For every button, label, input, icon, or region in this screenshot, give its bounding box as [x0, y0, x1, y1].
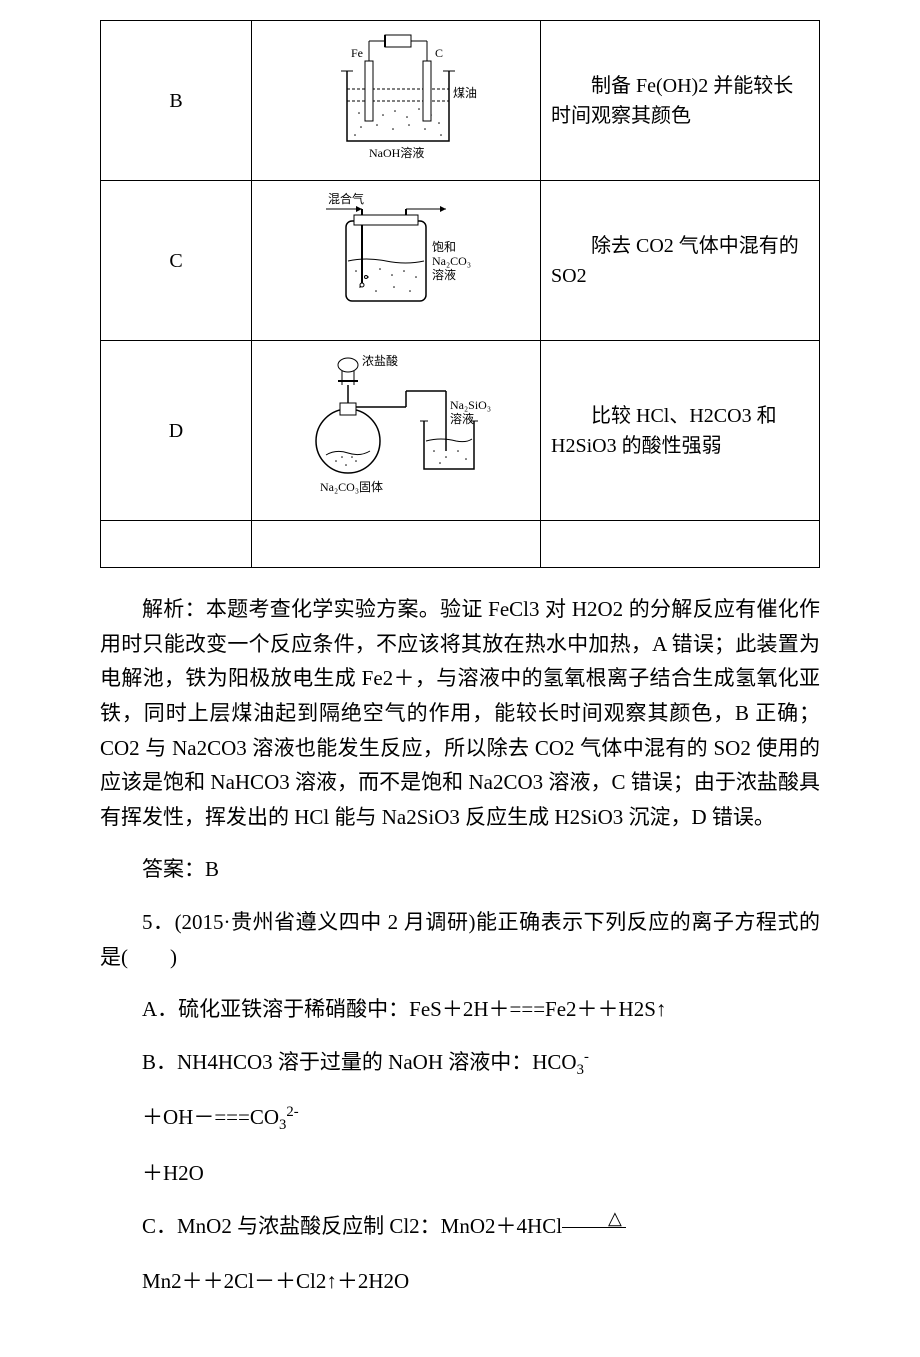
optb-sub1: 3: [577, 1062, 584, 1078]
gas-in-label: 混合气: [328, 191, 364, 206]
analysis-label: 解析：: [142, 597, 206, 621]
q5-option-b-line3: ＋H2O: [100, 1156, 820, 1191]
experiment-table: B: [100, 20, 820, 568]
table-row: D 浓盐酸: [101, 341, 820, 521]
table-row-empty: [101, 521, 820, 568]
row-diagram-d: 浓盐酸 Na₂CO₃固体: [252, 341, 541, 521]
q5-option-b-line2: ＋OH－===CO32-: [100, 1100, 820, 1137]
empty-cell: [541, 521, 820, 568]
cond-bot: [562, 1228, 626, 1246]
optb-sub2: 3: [279, 1118, 286, 1134]
analysis-text: 本题考查化学实验方案。验证 FeCl3 对 H2O2 的分解反应有催化作用时只能…: [100, 597, 820, 829]
acid-label: 浓盐酸: [362, 353, 398, 368]
table-row: C 混合气: [101, 181, 820, 341]
beaker-label-2: 溶液: [450, 411, 474, 426]
row-desc-c: 除去 CO2 气体中混有的 SO2: [541, 181, 820, 341]
answer-label: 答案：: [142, 857, 205, 881]
optb-pre: B．NH4HCO3 溶于过量的 NaOH 溶液中：HCO: [142, 1050, 577, 1074]
acid-compare-diagram: 浓盐酸 Na₂CO₃固体: [296, 351, 496, 510]
row-label-d: D: [101, 341, 252, 521]
optc-pre: C．MnO2 与浓盐酸反应制 Cl2：MnO2＋4HCl: [142, 1214, 562, 1238]
c-label: C: [435, 46, 443, 60]
reagent-label-1: 饱和: [432, 239, 456, 254]
row-diagram-c: 混合气: [252, 181, 541, 341]
reaction-condition: △: [562, 1209, 626, 1246]
gas-wash-diagram: 混合气: [306, 191, 486, 330]
naoh-label: NaOH溶液: [369, 145, 424, 160]
answer-value: B: [205, 857, 219, 881]
table-row: B: [101, 21, 820, 181]
row-desc-d: 比较 HCl、H2CO3 和 H2SiO3 的酸性强弱: [541, 341, 820, 521]
row-diagram-b: Fe C 煤油 NaOH溶液: [252, 21, 541, 181]
reagent-label-2: Na₂CO₃: [432, 254, 471, 268]
optb-line2-pre: ＋OH－===CO: [142, 1105, 279, 1129]
q5-option-c-line2: Mn2＋＋2Cl－＋Cl2↑＋2H2O: [100, 1264, 820, 1299]
empty-cell: [101, 521, 252, 568]
q5-option-c-line1: C．MnO2 与浓盐酸反应制 Cl2：MnO2＋4HCl△: [100, 1209, 820, 1247]
optb-sup1: -: [584, 1049, 589, 1065]
row-desc-b: 制备 Fe(OH)2 并能较长时间观察其颜色: [541, 21, 820, 181]
electrolysis-diagram: Fe C 煤油 NaOH溶液: [311, 31, 481, 170]
q5-option-a: A．硫化亚铁溶于稀硝酸中：FeS＋2H＋===Fe2＋＋H2S↑: [100, 992, 820, 1027]
answer-paragraph: 答案：B: [100, 852, 820, 887]
q5-stem: 5．(2015·贵州省遵义四中 2 月调研)能正确表示下列反应的离子方程式的是(…: [100, 905, 820, 974]
empty-cell: [252, 521, 541, 568]
cond-top: △: [562, 1209, 626, 1228]
beaker-label-1: Na₂SiO₃: [450, 398, 491, 412]
fe-label: Fe: [351, 46, 363, 60]
flask-label: Na₂CO₃固体: [320, 480, 383, 494]
row-label-b: B: [101, 21, 252, 181]
oil-label: 煤油: [453, 86, 477, 100]
reagent-label-3: 溶液: [432, 267, 456, 282]
optb-sup2: 2-: [286, 1104, 298, 1120]
page-container: B: [0, 0, 920, 1357]
analysis-paragraph: 解析：本题考查化学实验方案。验证 FeCl3 对 H2O2 的分解反应有催化作用…: [100, 592, 820, 834]
row-label-c: C: [101, 181, 252, 341]
q5-option-b-line1: B．NH4HCO3 溶于过量的 NaOH 溶液中：HCO3-: [100, 1045, 820, 1082]
